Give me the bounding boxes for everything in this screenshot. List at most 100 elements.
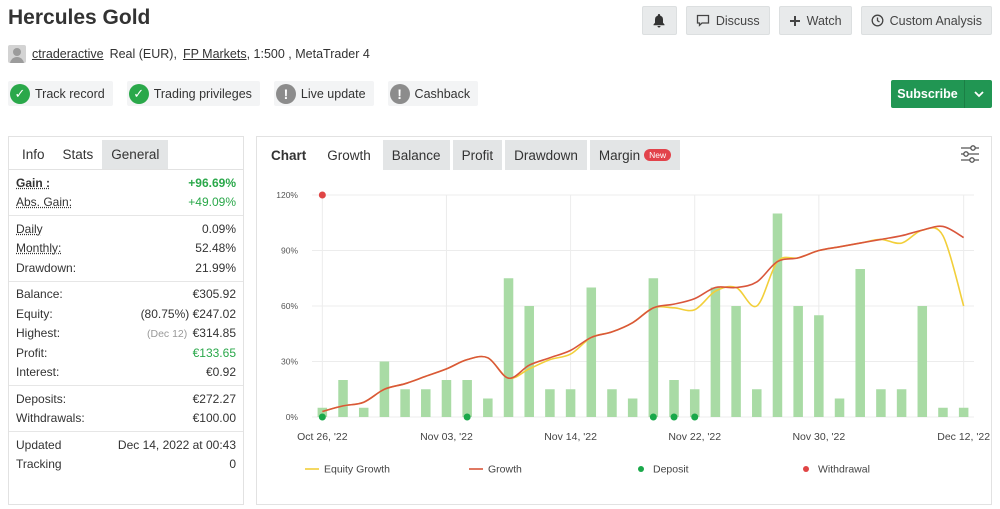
chart-panel: Chart Growth Balance Profit Drawdown Mar… [256, 136, 992, 505]
discuss-label: Discuss [715, 13, 760, 28]
deposit-marker [649, 413, 657, 421]
stat-key[interactable]: Abs. Gain: [16, 195, 73, 210]
chart-bar [648, 278, 659, 417]
stat-note: (80.75%) [140, 306, 190, 321]
badge-trading-privileges[interactable]: ✓ Trading privileges [126, 81, 260, 106]
legend-label: Growth [488, 464, 522, 476]
account-details: , 1:500 , MetaTrader 4 [246, 47, 370, 61]
stat-key: Profit: [16, 345, 48, 360]
stats-panel: Info Stats General Gain : +96.69% Abs. Ga… [8, 136, 244, 505]
chart-bar [503, 278, 514, 417]
tab-profit[interactable]: Profit [452, 140, 503, 170]
chart-bar [400, 389, 410, 417]
growth-line [322, 225, 965, 413]
gain-group: Gain : +96.69% Abs. Gain: +49.09% [9, 170, 243, 216]
top-actions: Discuss Watch Custom Analysis [641, 6, 992, 35]
account-info: ctraderactive Real (EUR), FP Markets , 1… [8, 45, 370, 63]
stat-value: 52.48% [195, 241, 236, 256]
deposit-marker [670, 413, 678, 421]
chart-bar [669, 380, 679, 417]
chart-tabs: Chart Growth Balance Profit Drawdown Mar… [257, 137, 991, 170]
stat-updated: Updated Dec 14, 2022 at 00:43 [9, 435, 243, 455]
chart-bar [814, 315, 824, 417]
subscribe-dropdown[interactable] [964, 80, 992, 108]
chart-bar [834, 398, 845, 417]
notify-button[interactable] [641, 6, 677, 35]
avatar [8, 45, 26, 63]
stat-value: +96.69% [188, 175, 236, 190]
chart-bar [752, 389, 762, 417]
sliders-icon [961, 145, 979, 163]
balance-group: Balance: €305.92 Equity: (80.75%) €247.02 … [9, 282, 243, 386]
y-tick-label: 90% [281, 246, 298, 256]
stat-key: Tracking [16, 457, 62, 472]
new-badge: New [644, 149, 672, 161]
tab-margin-label: Margin [598, 147, 641, 163]
stat-value: Dec 14, 2022 at 00:43 [117, 437, 236, 452]
tab-chart[interactable]: Chart [271, 147, 307, 163]
stat-value: €133.65 [192, 345, 236, 360]
exclamation-icon: ! [275, 83, 296, 104]
stat-drawdown: Drawdown: 21.99% [9, 258, 243, 278]
chart-bar [896, 389, 907, 417]
discuss-button[interactable]: Discuss [685, 6, 770, 35]
x-tick-label: Nov 03, '22 [420, 431, 473, 443]
stat-withdrawals: Withdrawals: €100.00 [9, 409, 243, 429]
badge-label: Cashback [414, 86, 471, 101]
stat-note: (Dec 12) [147, 328, 188, 341]
stat-value: +49.09% [188, 195, 236, 210]
watch-button[interactable]: Watch [778, 6, 852, 35]
stat-value: €305.92 [192, 287, 236, 302]
badge-label: Track record [35, 86, 105, 101]
stat-profit: Profit: €133.65 [9, 343, 243, 363]
badge-live-update[interactable]: ! Live update [273, 81, 374, 106]
y-tick-label: 120% [276, 190, 298, 200]
tab-balance[interactable]: Balance [382, 140, 450, 170]
x-tick-label: Oct 26, '22 [297, 431, 348, 443]
tab-drawdown[interactable]: Drawdown [505, 140, 587, 170]
y-tick-label: 30% [281, 357, 298, 367]
legend-swatch [638, 466, 644, 472]
stat-key: Highest: [16, 326, 61, 341]
chart-bar [441, 380, 452, 417]
x-tick-label: Nov 30, '22 [792, 431, 845, 443]
chart-bar [917, 306, 928, 417]
stat-key[interactable]: Monthly: [16, 241, 62, 256]
badges: ✓ Track record ✓ Trading privileges ! Li… [8, 81, 479, 106]
badge-label: Live update [300, 86, 366, 101]
chart-bar [938, 407, 948, 417]
user-link[interactable]: ctraderactive [32, 47, 104, 61]
chart-bar [731, 306, 741, 417]
stat-tracking: Tracking 0 [9, 455, 243, 475]
withdrawal-marker [318, 191, 326, 199]
badge-track-record[interactable]: ✓ Track record [8, 81, 113, 106]
page-title: Hercules Gold [8, 6, 151, 29]
equity-growth-line [322, 226, 965, 413]
custom-analysis-button[interactable]: Custom Analysis [860, 6, 992, 35]
stat-key: Interest: [16, 365, 60, 380]
broker-link[interactable]: FP Markets [182, 47, 247, 61]
chart-bar [338, 380, 348, 417]
custom-analysis-label: Custom Analysis [889, 13, 982, 28]
chart-bar [483, 398, 493, 417]
tab-margin[interactable]: Margin New [589, 140, 681, 170]
tab-info[interactable]: Info [22, 147, 45, 162]
stat-key[interactable]: Daily [16, 221, 43, 236]
chart-settings-button[interactable] [960, 144, 980, 164]
legend-label: Deposit [653, 464, 689, 476]
tab-growth[interactable]: Growth [327, 147, 371, 163]
legend-label: Withdrawal [818, 464, 870, 476]
badge-cashback[interactable]: ! Cashback [387, 81, 479, 106]
subscribe-button[interactable]: Subscribe [891, 80, 992, 108]
tab-general[interactable]: General [102, 140, 169, 169]
stat-value: 0.09% [201, 221, 236, 236]
exclamation-icon: ! [389, 83, 410, 104]
x-tick-label: Nov 14, '22 [544, 431, 597, 443]
stat-key[interactable]: Gain : [16, 175, 51, 190]
chart-bar [607, 389, 617, 417]
chart-bar [627, 398, 638, 417]
tab-stats[interactable]: Stats [62, 147, 94, 162]
stat-key: Drawdown: [16, 260, 77, 275]
stat-monthly: Monthly: 52.48% [9, 239, 243, 259]
chart-bar [565, 389, 576, 417]
